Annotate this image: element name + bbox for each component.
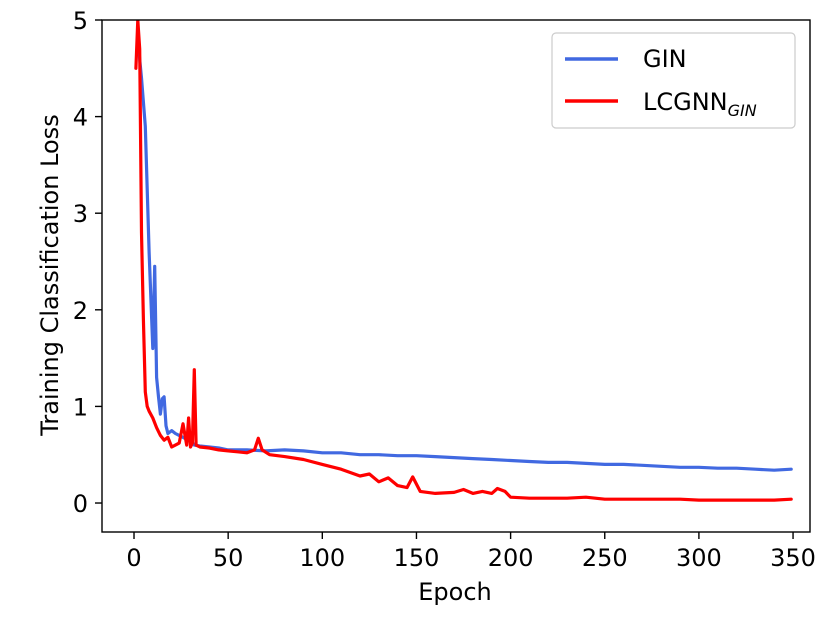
- legend-gin-label: GIN: [643, 45, 687, 73]
- legend-lcgnn-label: LCGNNGIN: [643, 88, 757, 120]
- x-axis-ticks: 0 50 100 150 200 250 300 350: [126, 532, 816, 572]
- legend-lcgnn-subscript: GIN: [728, 101, 757, 120]
- x-tick-label: 150: [394, 544, 440, 572]
- legend-lcgnn-main: LCGNN: [643, 88, 728, 116]
- y-tick-label: 4: [73, 104, 88, 132]
- x-tick-label: 250: [582, 544, 628, 572]
- axes-frame: [101, 19, 811, 533]
- plot-border: [101, 19, 811, 533]
- y-tick-label: 1: [73, 393, 88, 421]
- x-axis-label: Epoch: [418, 578, 492, 606]
- y-tick-label: 2: [73, 297, 88, 325]
- x-tick-label: 50: [213, 544, 244, 572]
- y-axis-label: Training Classification Loss: [36, 114, 64, 436]
- legend: GIN LCGNNGIN: [551, 32, 796, 129]
- series-lines: [134, 20, 793, 502]
- y-tick-label: 3: [73, 200, 88, 228]
- y-axis-ticks: 0 1 2 3 4 5: [73, 7, 102, 518]
- series-line-lcgnn: [134, 20, 793, 502]
- y-tick-label: 5: [73, 7, 88, 35]
- legend-box: [551, 32, 796, 129]
- x-tick-label: 0: [126, 544, 141, 572]
- x-tick-label: 100: [299, 544, 345, 572]
- y-tick-label: 0: [73, 490, 88, 518]
- x-tick-label: 300: [676, 544, 722, 572]
- x-tick-label: 200: [488, 544, 534, 572]
- x-tick-label: 350: [770, 544, 816, 572]
- series-line-gin: [136, 37, 793, 472]
